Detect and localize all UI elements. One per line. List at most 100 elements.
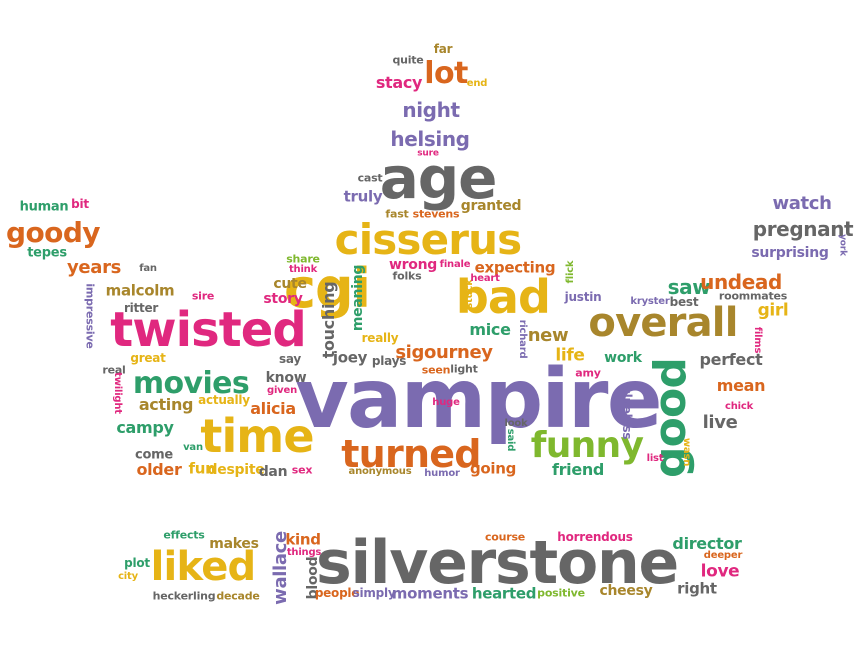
word-york: york: [837, 234, 848, 256]
word-ritter: ritter: [123, 301, 159, 315]
word-said: said: [505, 428, 516, 452]
word-real: real: [102, 363, 126, 377]
word-share: share: [286, 252, 320, 266]
word-heckerling: heckerling: [152, 589, 216, 603]
word-city: city: [118, 571, 138, 582]
word-huge: huge: [432, 397, 460, 408]
word-roommates: roommates: [718, 289, 788, 303]
word-great: great: [130, 351, 166, 365]
word-fun: fun: [188, 459, 216, 478]
word-kind: kind: [285, 530, 321, 549]
word-course: course: [484, 530, 526, 544]
word-turned: turned: [341, 432, 481, 476]
word-liked: liked: [150, 544, 257, 590]
word-cute: cute: [273, 276, 307, 292]
word-story: story: [263, 291, 303, 307]
word-really: really: [361, 331, 399, 345]
word-plays: plays: [371, 354, 407, 368]
word-vampire: vampire: [295, 352, 662, 447]
word-stevens: stevens: [412, 207, 460, 221]
word-watch: watch: [772, 193, 832, 214]
word-mean: mean: [716, 376, 766, 395]
word-undead: undead: [700, 270, 782, 294]
word-positive: positive: [537, 586, 585, 600]
word-kryster: kryster: [630, 296, 670, 307]
word-cisserus: cisserus: [334, 215, 523, 264]
word-director: director: [672, 534, 742, 553]
word-age: age: [379, 144, 498, 212]
word-friend: friend: [551, 460, 605, 479]
word-cheesy: cheesy: [599, 583, 653, 599]
word-finale: finale: [439, 259, 471, 270]
word-hearted: hearted: [471, 584, 537, 603]
word-granted: granted: [460, 198, 522, 214]
word-campy: campy: [116, 418, 174, 437]
word-sex: sex: [291, 463, 313, 477]
word-human: human: [19, 199, 69, 215]
word-quite: quite: [392, 53, 424, 67]
word-mice: mice: [469, 320, 511, 339]
word-folks: folks: [392, 269, 422, 283]
word-night: night: [402, 98, 460, 122]
word-things: things: [286, 547, 322, 558]
word-bit: bit: [71, 197, 89, 211]
word-tepes: tepes: [27, 245, 67, 261]
word-joey: joey: [332, 348, 368, 367]
word-people: people: [314, 586, 360, 600]
word-far: far: [433, 42, 453, 56]
word-decade: decade: [216, 589, 260, 603]
word-overall: overall: [588, 300, 738, 346]
word-say: say: [279, 352, 301, 366]
word-list: list: [646, 453, 664, 464]
word-older: older: [136, 460, 182, 479]
word-movies: movies: [132, 366, 250, 401]
word-chick: chick: [724, 401, 754, 412]
word-fast: fast: [385, 207, 409, 221]
word-impressive: impressive: [83, 283, 97, 349]
word-dan: dan: [258, 464, 288, 480]
word-justin: justin: [564, 290, 602, 304]
word-horrendous: horrendous: [557, 530, 633, 544]
word-lot: lot: [424, 56, 468, 91]
word-going: going: [469, 459, 517, 478]
word-actually: actually: [198, 393, 250, 407]
word-fan: fan: [139, 263, 157, 274]
word-heart: heart: [470, 273, 500, 284]
word-humor: humor: [424, 468, 460, 479]
word-live: live: [702, 412, 738, 433]
word-look: look: [504, 418, 528, 429]
word-sigourney: sigourney: [395, 342, 493, 363]
word-van: van: [183, 442, 203, 453]
word-expecting: expecting: [474, 258, 556, 277]
word-despite: despite: [207, 462, 265, 478]
word-twisted: twisted: [110, 302, 306, 358]
word-wrong: wrong: [388, 257, 438, 273]
word-pregnant: pregnant: [752, 217, 854, 241]
word-bad: bad: [455, 270, 551, 324]
word-best: best: [669, 295, 699, 309]
word-simply: simply: [352, 586, 396, 600]
word-goody: goody: [5, 216, 101, 249]
word-think: think: [288, 264, 318, 275]
word-stacy: stacy: [375, 73, 423, 92]
word-seen: seen: [421, 363, 451, 377]
word-new: new: [527, 325, 569, 346]
word-work: work: [604, 350, 642, 366]
word-anonymous: anonymous: [348, 466, 412, 477]
word-sure: sure: [417, 148, 439, 159]
word-know: know: [265, 370, 307, 386]
word-come: come: [135, 447, 173, 463]
word-alicia: alicia: [250, 399, 296, 418]
word-end: end: [466, 78, 488, 89]
word-meaning: meaning: [350, 264, 366, 332]
word-deeper: deeper: [703, 550, 743, 561]
word-wasn: wasn: [681, 437, 692, 467]
word-light: light: [450, 362, 478, 376]
word-cgi: cgi: [284, 257, 371, 320]
word-acting: acting: [138, 395, 194, 414]
word-twilight: twilight: [112, 372, 123, 414]
word-cast: cast: [357, 171, 383, 185]
word-love: love: [700, 561, 740, 582]
word-sire: sire: [191, 289, 215, 303]
